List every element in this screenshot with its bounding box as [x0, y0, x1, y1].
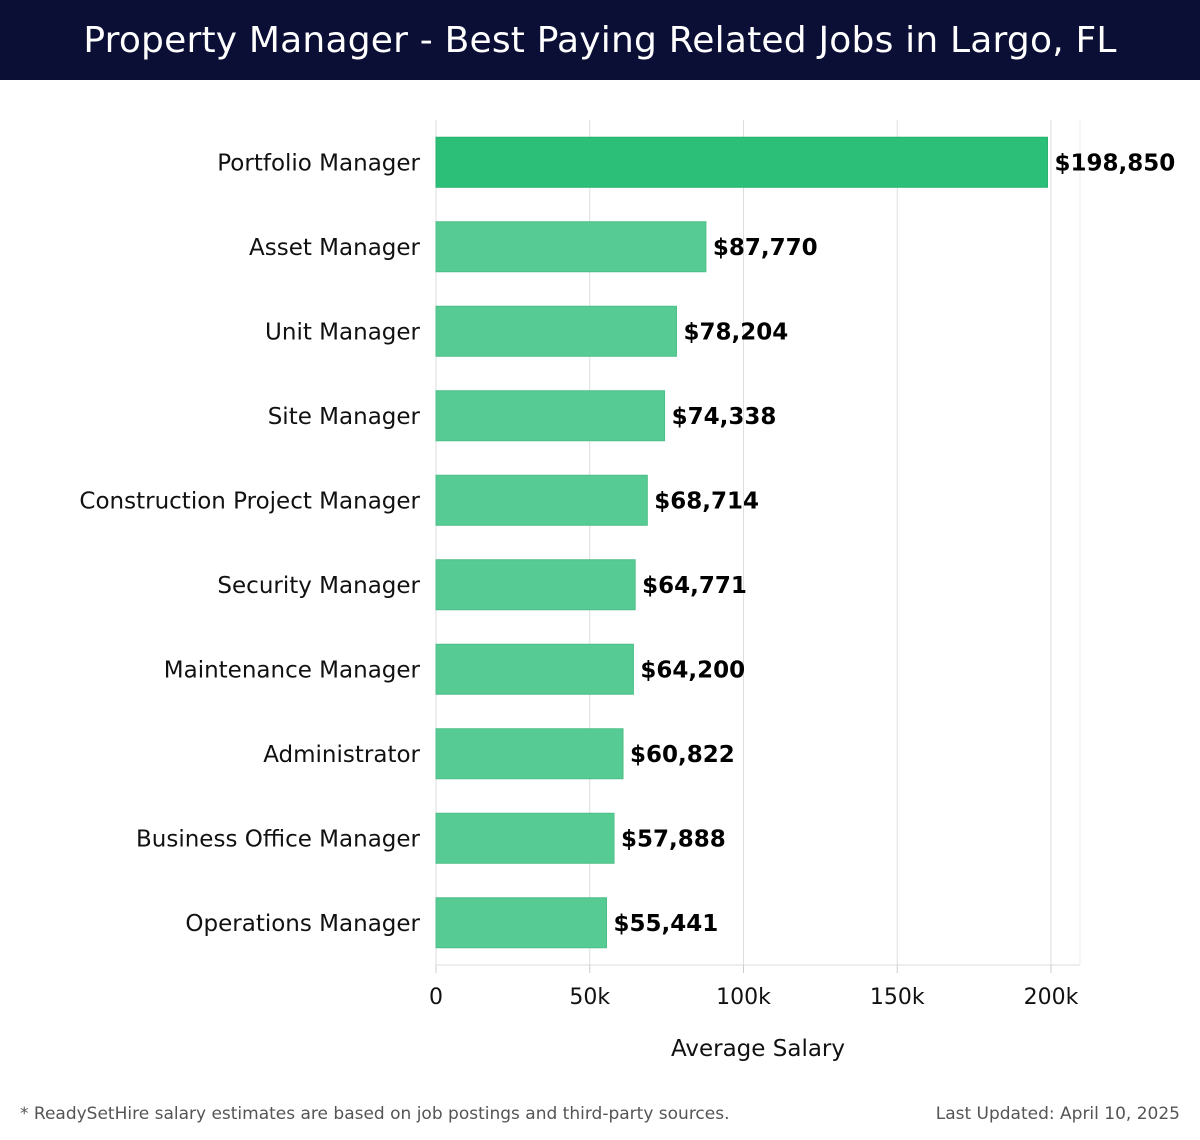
value-label: $74,338 — [672, 404, 777, 430]
category-label: Construction Project Manager — [79, 488, 420, 514]
category-label: Portfolio Manager — [217, 150, 420, 176]
x-tick-label: 100k — [716, 985, 771, 1010]
x-tick-label: 200k — [1024, 985, 1079, 1010]
value-label: $60,822 — [630, 742, 735, 768]
bar — [435, 136, 1048, 188]
bar — [435, 643, 634, 695]
category-label: Site Manager — [268, 404, 421, 430]
chart-title: Property Manager - Best Paying Related J… — [83, 19, 1117, 61]
header-banner: Property Manager - Best Paying Related J… — [0, 0, 1200, 80]
value-label: $64,771 — [642, 573, 747, 599]
category-label: Operations Manager — [185, 911, 420, 937]
category-label: Security Manager — [217, 573, 420, 599]
bar — [435, 474, 648, 526]
category-label: Administrator — [263, 742, 420, 768]
bar — [435, 305, 677, 357]
bar — [435, 559, 636, 611]
value-label: $198,850 — [1054, 150, 1175, 176]
salary-bar-chart: Portfolio Manager $198,850 Asset Manager $8… — [79, 120, 1175, 1062]
value-label: $78,204 — [683, 319, 788, 345]
category-label: Maintenance Manager — [164, 657, 421, 683]
bar — [435, 897, 607, 949]
value-label: $55,441 — [613, 911, 718, 937]
value-label: $68,714 — [654, 488, 759, 514]
x-tick-label: 150k — [870, 985, 925, 1010]
last-updated: Last Updated: April 10, 2025 — [935, 1104, 1180, 1124]
bar — [435, 390, 666, 442]
category-label: Business Office Manager — [136, 826, 421, 852]
category-label: Unit Manager — [265, 319, 420, 345]
footnote: * ReadySetHire salary estimates are base… — [20, 1104, 730, 1124]
value-label: $57,888 — [621, 826, 726, 852]
bar — [435, 728, 624, 780]
value-label: $87,770 — [713, 235, 818, 261]
category-label: Asset Manager — [249, 235, 421, 261]
x-tick-label: 0 — [429, 985, 443, 1010]
x-tick-label: 50k — [569, 985, 610, 1010]
x-axis-label: Average Salary — [671, 1036, 845, 1062]
bar — [435, 812, 615, 864]
value-label: $64,200 — [640, 657, 745, 683]
bar — [435, 221, 707, 273]
